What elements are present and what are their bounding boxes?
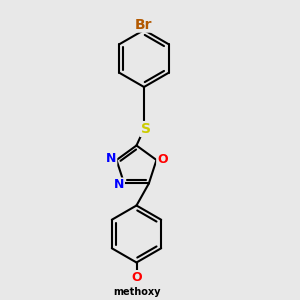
Text: S: S [140,122,151,136]
Text: methoxy: methoxy [113,286,160,297]
Text: O: O [131,271,142,284]
Text: O: O [157,153,168,166]
Text: N: N [106,152,116,165]
Text: Br: Br [135,18,153,32]
Text: N: N [114,178,124,191]
